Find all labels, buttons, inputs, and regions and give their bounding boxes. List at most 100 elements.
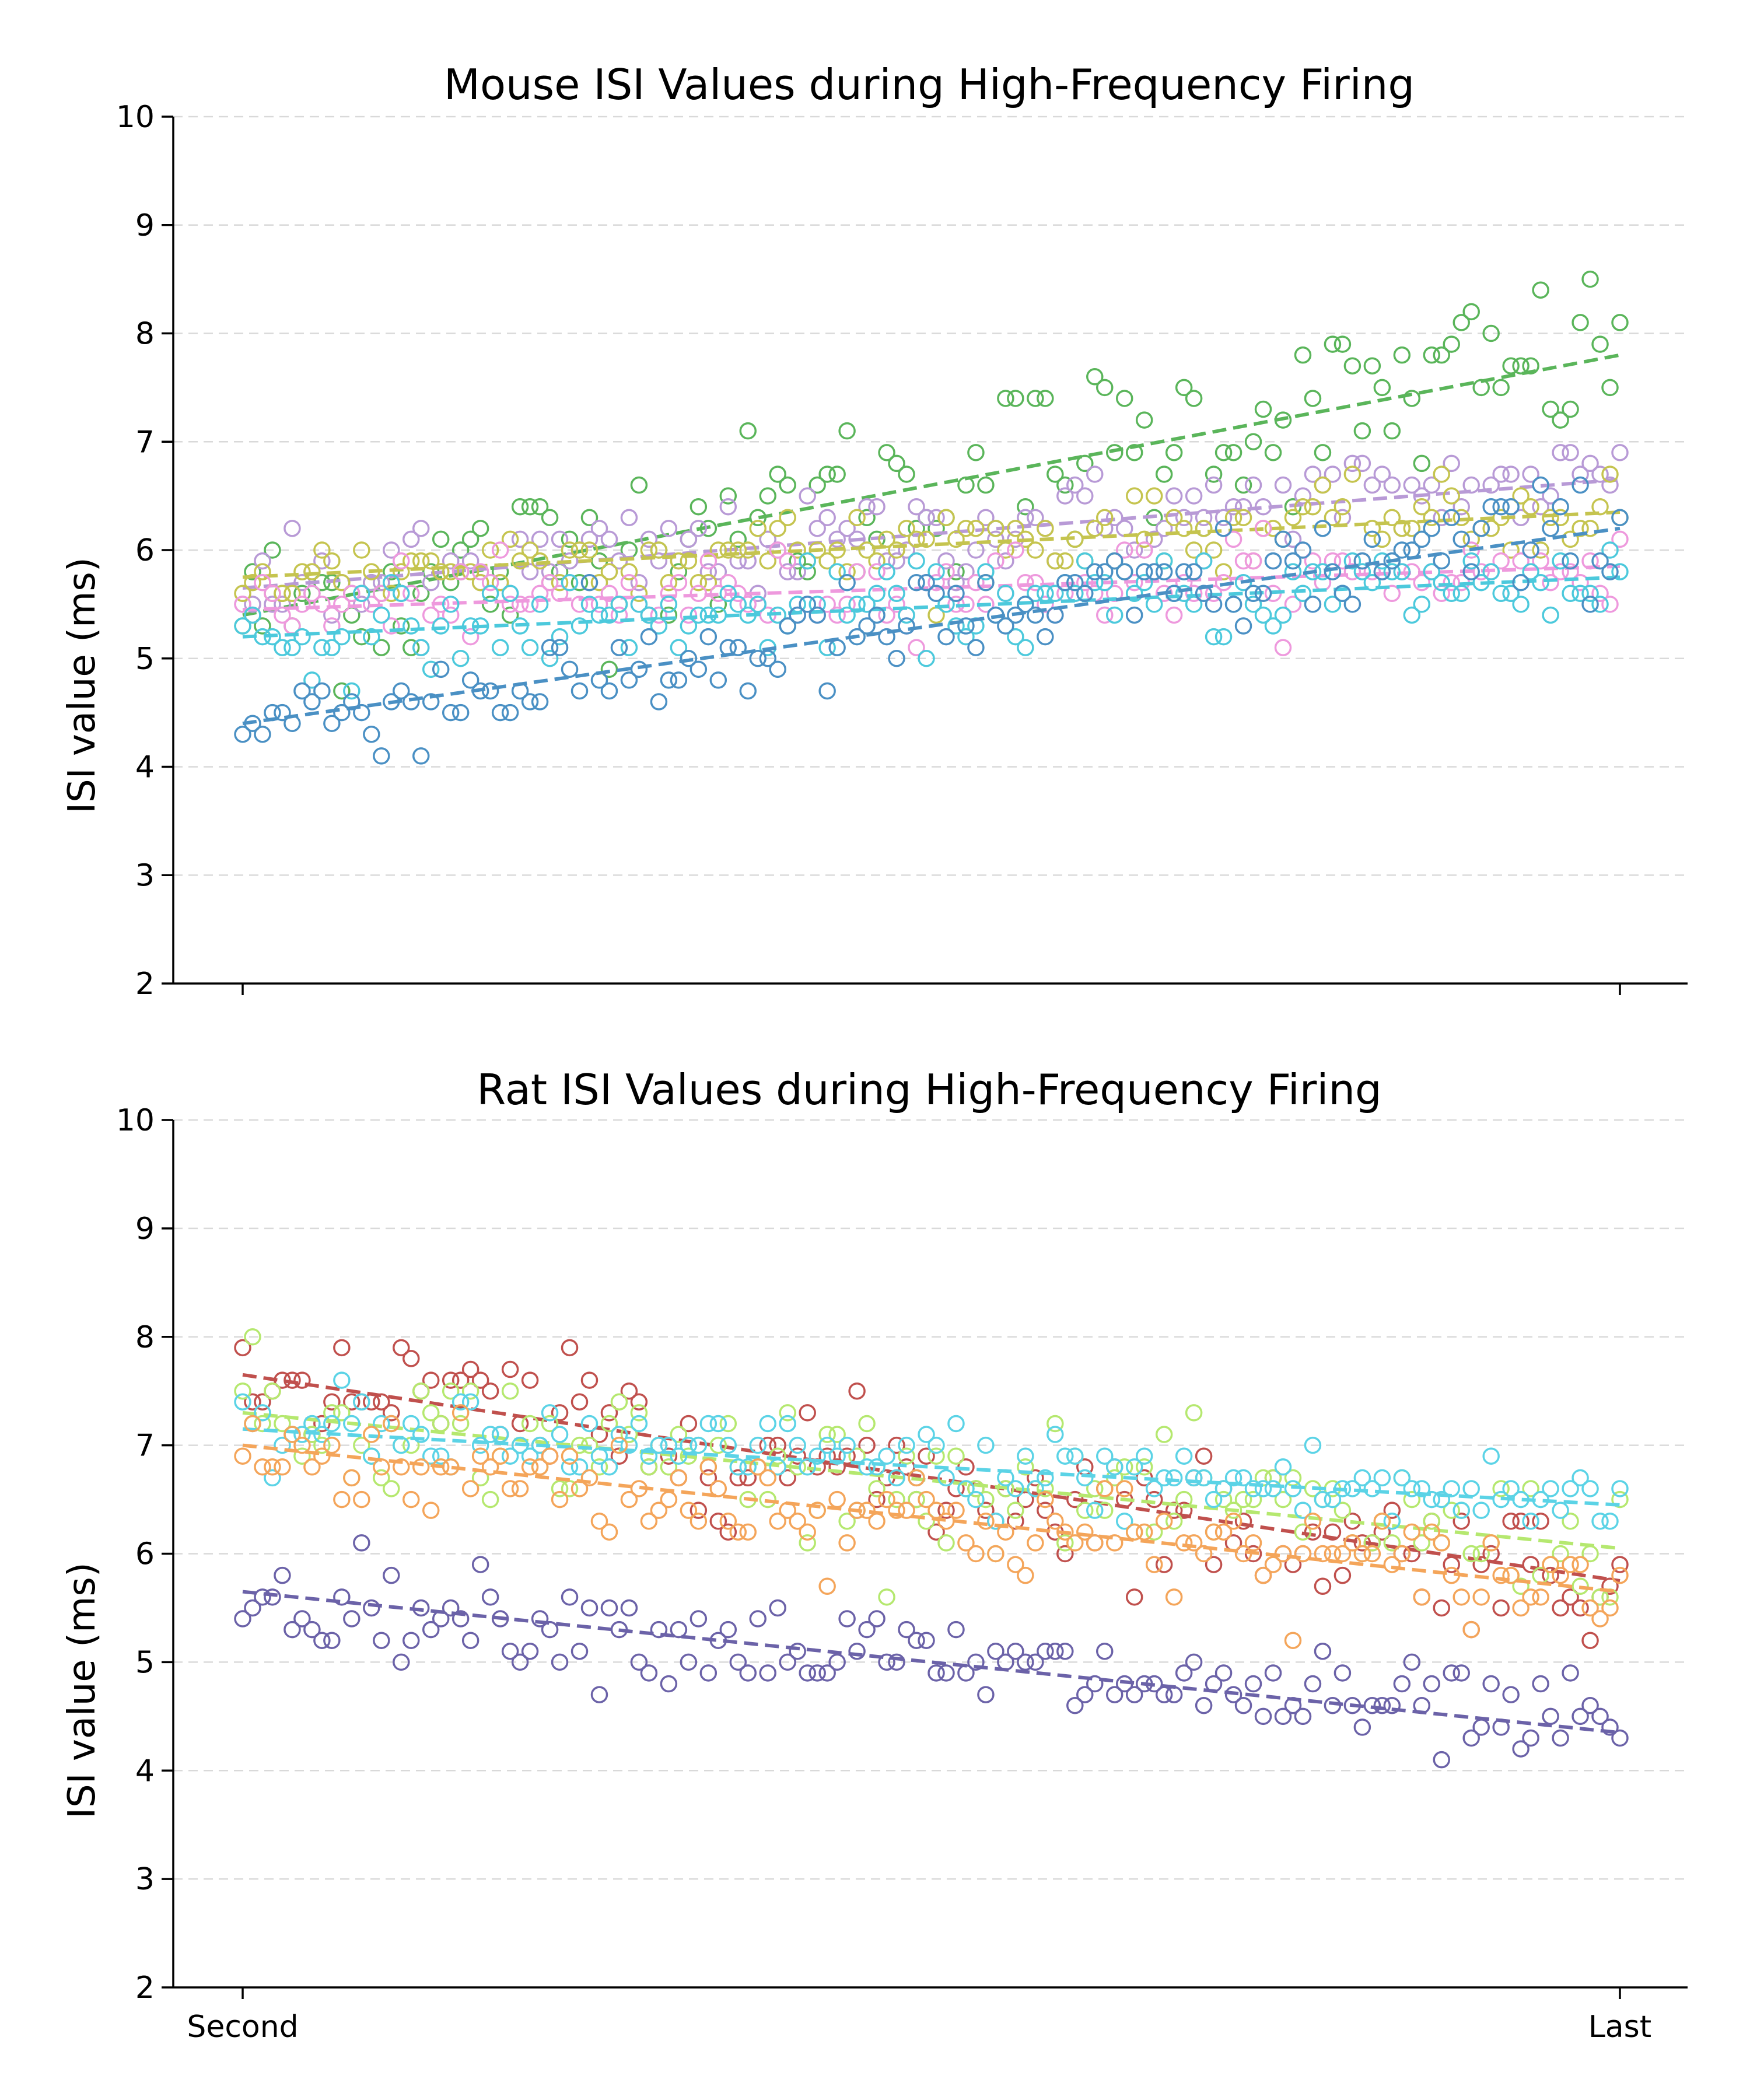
data-point (491, 1447, 509, 1465)
data-point (1611, 1556, 1629, 1573)
data-point (1581, 584, 1599, 603)
data-point (541, 650, 559, 667)
data-point (1443, 1664, 1460, 1682)
data-point (402, 693, 420, 710)
data-point (491, 704, 509, 722)
data-point (719, 541, 737, 559)
data-point (452, 1371, 470, 1389)
data-point (987, 520, 1005, 537)
data-point (551, 573, 569, 592)
data-point (293, 1371, 311, 1389)
data-point (1502, 1512, 1520, 1530)
data-point (422, 693, 440, 710)
data-point (1056, 1643, 1074, 1660)
data-point (1373, 1696, 1391, 1714)
data-point (1244, 1534, 1262, 1552)
data-point (699, 1415, 718, 1433)
data-point (323, 1632, 341, 1649)
data-point (1492, 1566, 1510, 1584)
data-point (234, 1339, 251, 1357)
data-point (1244, 476, 1262, 494)
data-point (1383, 1512, 1401, 1530)
data-point (670, 1620, 688, 1639)
data-point (799, 487, 816, 505)
data-point (383, 1415, 400, 1433)
data-point (1572, 1556, 1589, 1573)
data-point (1363, 520, 1381, 537)
data-point (1572, 1599, 1589, 1617)
data-point (1314, 1545, 1332, 1563)
data-point (670, 573, 688, 592)
data-point (1155, 552, 1173, 570)
data-point (957, 1534, 975, 1552)
data-point (1591, 1610, 1609, 1628)
data-point (610, 1436, 628, 1454)
data-point (1027, 573, 1044, 592)
data-point (848, 1382, 866, 1400)
data-point (1572, 573, 1589, 592)
data-point (412, 639, 430, 656)
data-point (1086, 563, 1104, 580)
data-point (293, 1447, 311, 1465)
data-point (739, 1664, 757, 1682)
data-point (650, 606, 668, 624)
data-point (908, 1469, 925, 1487)
data-point (1214, 1480, 1233, 1497)
data-point (1125, 606, 1143, 624)
data-point (977, 476, 995, 494)
data-point (690, 1610, 708, 1628)
data-point (918, 650, 935, 667)
data-point (1086, 1480, 1104, 1497)
data-point (779, 1469, 796, 1487)
data-point (1314, 1490, 1332, 1508)
data-point (799, 1534, 816, 1552)
data-point (274, 1458, 291, 1476)
data-point (749, 520, 767, 537)
data-point (1512, 487, 1530, 505)
data-point (1452, 498, 1470, 516)
data-point (531, 530, 549, 548)
data-point (274, 1436, 291, 1454)
data-point (1413, 1534, 1431, 1552)
data-point (1304, 1436, 1322, 1454)
data-point (383, 617, 400, 635)
data-point (987, 530, 1005, 548)
data-point (561, 1588, 579, 1606)
data-point (957, 1480, 975, 1497)
data-point (1601, 541, 1619, 559)
data-point (373, 1415, 390, 1433)
data-point (1512, 1577, 1530, 1595)
data-point (838, 573, 856, 592)
data-point (501, 1643, 519, 1660)
data-point (1165, 606, 1183, 624)
data-point (1096, 1643, 1114, 1660)
data-point (630, 1653, 648, 1671)
data-point (432, 563, 450, 580)
data-point (590, 1458, 608, 1476)
data-point (1562, 552, 1579, 570)
data-point (353, 1534, 370, 1552)
data-point (284, 584, 301, 603)
data-point (1185, 390, 1203, 407)
data-point (739, 541, 757, 559)
data-point (690, 584, 708, 603)
data-point (1096, 563, 1114, 580)
data-point (422, 1371, 440, 1389)
data-point (1274, 1490, 1292, 1508)
data-point (343, 1415, 360, 1433)
data-point (1037, 628, 1054, 646)
data-point (284, 639, 301, 656)
data-point (878, 606, 895, 624)
data-point (987, 552, 1005, 570)
data-point (1324, 1523, 1342, 1541)
data-point (957, 628, 975, 646)
data-point (383, 1566, 400, 1584)
data-point (1542, 1480, 1559, 1497)
data-point (600, 1523, 618, 1541)
data-point (383, 584, 400, 603)
data-point (947, 1415, 965, 1433)
data-point (779, 563, 796, 580)
data-point (1611, 1729, 1629, 1747)
data-point (244, 606, 261, 624)
data-point (1552, 411, 1569, 429)
